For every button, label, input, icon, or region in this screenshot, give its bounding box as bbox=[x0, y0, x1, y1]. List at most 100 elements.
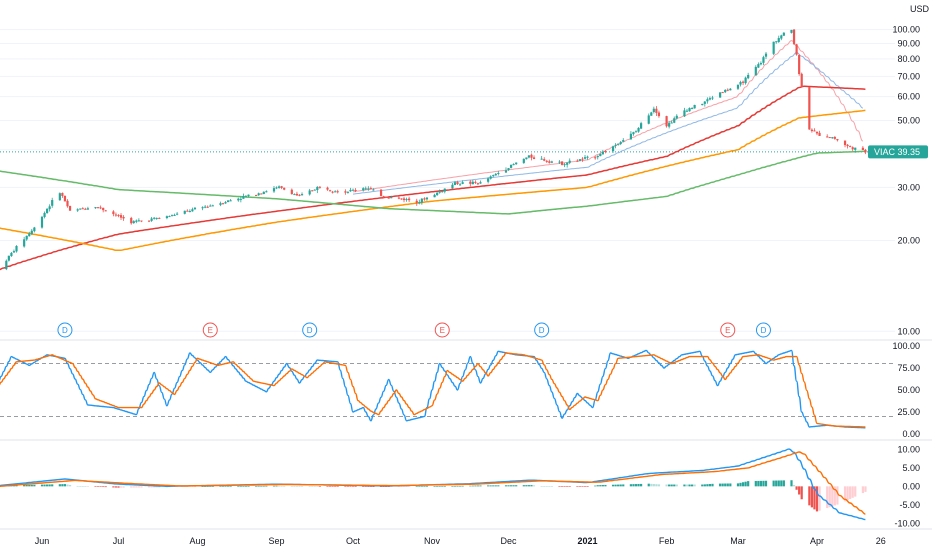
macd-histogram-bar bbox=[545, 486, 548, 487]
candle-body bbox=[563, 164, 566, 166]
time-tick-label: Feb bbox=[659, 536, 675, 546]
macd-tick-label: -10.00 bbox=[894, 518, 920, 528]
earnings-marker[interactable]: E bbox=[202, 322, 218, 338]
macd-histogram-bar bbox=[828, 486, 831, 508]
macd-histogram-bar bbox=[387, 486, 390, 487]
macd-histogram-bar bbox=[764, 480, 768, 487]
candle-body bbox=[637, 127, 640, 132]
candle-body bbox=[456, 182, 459, 185]
macd-tick-label: 0.00 bbox=[902, 481, 920, 491]
macd-histogram-bar bbox=[629, 484, 632, 487]
candle-body bbox=[813, 130, 816, 132]
macd-histogram-bar bbox=[471, 485, 474, 487]
candle-body bbox=[28, 233, 31, 237]
macd-histogram-bar bbox=[224, 486, 227, 487]
macd-histogram-bar bbox=[61, 484, 64, 487]
macd-histogram-bar bbox=[532, 485, 536, 487]
candle-body bbox=[224, 202, 227, 204]
moving-average-line bbox=[0, 85, 866, 271]
candle-body bbox=[277, 186, 281, 188]
dividend-marker[interactable]: D bbox=[302, 322, 318, 338]
macd-histogram-bar bbox=[685, 484, 689, 487]
macd-tick-label: -5.00 bbox=[899, 500, 920, 510]
candle-body bbox=[40, 216, 44, 228]
earnings-marker[interactable]: E bbox=[434, 322, 450, 338]
macd-histogram-bar bbox=[313, 486, 316, 487]
macd-histogram-bar bbox=[665, 484, 668, 487]
time-axis[interactable]: Jun Jul Aug Sep Oct Nov Dec 2021 Feb Mar Apr 26 bbox=[35, 536, 886, 546]
macd-line bbox=[0, 451, 866, 515]
macd-histogram-bar bbox=[688, 484, 691, 487]
candle-body bbox=[599, 153, 602, 157]
macd-histogram-bar bbox=[400, 486, 403, 487]
candle-body bbox=[504, 170, 508, 173]
candle-body bbox=[336, 191, 339, 193]
candle-body bbox=[183, 210, 186, 214]
macd-histogram-bar bbox=[255, 485, 258, 487]
candle-body bbox=[402, 198, 406, 201]
candle-body bbox=[647, 115, 650, 124]
macd-histogram-bar bbox=[701, 484, 704, 487]
candle-body bbox=[438, 191, 441, 193]
earnings-marker[interactable]: E bbox=[720, 322, 736, 338]
macd-histogram-bar bbox=[792, 484, 796, 487]
candle-body bbox=[221, 203, 225, 205]
candle-body bbox=[461, 182, 464, 184]
macd-histogram-bar bbox=[489, 485, 492, 487]
candle-body bbox=[147, 220, 151, 222]
stochastic-pane[interactable]: 100.00 75.00 50.00 25.00 0.00 bbox=[0, 341, 920, 439]
candle-body bbox=[469, 181, 472, 184]
candle-body bbox=[762, 57, 765, 63]
macd-pane[interactable]: 10.00 5.00 0.00 -5.00 -10.00 bbox=[0, 444, 920, 528]
macd-histogram-bar bbox=[242, 486, 245, 487]
candle-body bbox=[828, 137, 831, 139]
macd-histogram-bar bbox=[316, 486, 319, 487]
event-label: D bbox=[307, 326, 313, 335]
price-tag-label: VIAC 39.35 bbox=[874, 147, 920, 157]
macd-histogram-bar bbox=[204, 486, 207, 487]
event-circle bbox=[434, 322, 450, 338]
candle-body bbox=[836, 139, 839, 141]
candle-body bbox=[420, 198, 423, 203]
macd-histogram-bar bbox=[566, 486, 569, 487]
macd-histogram-bar bbox=[63, 484, 67, 487]
macd-histogram-bar bbox=[530, 485, 533, 487]
candle-body bbox=[764, 53, 768, 57]
macd-histogram-bar bbox=[507, 485, 510, 487]
candle-body bbox=[400, 198, 403, 200]
macd-histogram-bar bbox=[295, 486, 299, 487]
candle-body bbox=[58, 193, 61, 201]
dividend-marker[interactable]: D bbox=[755, 322, 771, 338]
candle-body bbox=[724, 89, 727, 93]
candle-body bbox=[96, 207, 100, 209]
macd-histogram-bar bbox=[367, 486, 370, 487]
macd-histogram-bar bbox=[415, 486, 418, 487]
macd-histogram-bar bbox=[293, 486, 296, 487]
moving-average-line bbox=[0, 109, 866, 251]
macd-tick-label: 5.00 bbox=[902, 463, 920, 473]
macd-histogram-bar bbox=[76, 485, 79, 487]
candle-body bbox=[690, 108, 694, 110]
macd-histogram-bar bbox=[596, 485, 599, 487]
event-label: D bbox=[761, 326, 767, 335]
dividend-marker[interactable]: D bbox=[534, 322, 550, 338]
macd-histogram-bar bbox=[290, 486, 293, 487]
macd-histogram-bar bbox=[504, 485, 508, 487]
macd-histogram-bar bbox=[563, 486, 566, 487]
dividend-marker[interactable]: D bbox=[57, 322, 73, 338]
time-tick-label: Apr bbox=[810, 536, 824, 546]
macd-histogram-bar bbox=[670, 484, 673, 487]
candle-body bbox=[747, 74, 750, 79]
candle-body bbox=[300, 194, 304, 196]
macd-histogram-bar bbox=[191, 486, 194, 487]
candle-body bbox=[104, 210, 107, 212]
candle-body bbox=[33, 227, 36, 232]
macd-histogram-bar bbox=[244, 486, 248, 487]
macd-histogram-bar bbox=[84, 486, 87, 487]
candle-body bbox=[596, 155, 599, 158]
price-tick-label: 20.00 bbox=[897, 235, 920, 245]
candle-body bbox=[512, 164, 515, 166]
candle-body bbox=[688, 108, 691, 112]
